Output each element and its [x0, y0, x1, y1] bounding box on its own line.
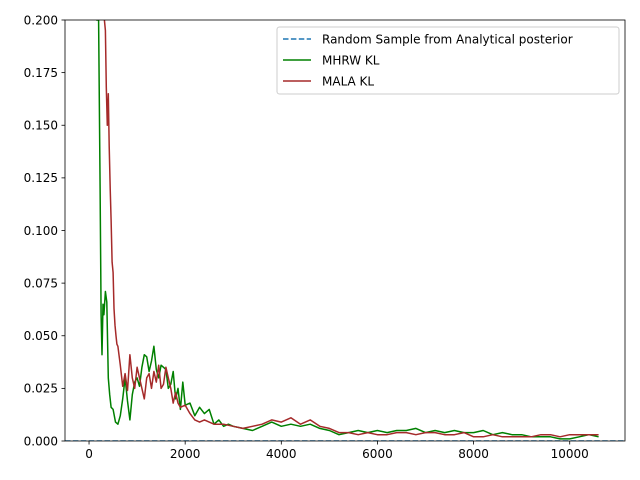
x-tick-label: 6000 [362, 447, 393, 461]
y-tick-label: 0.000 [24, 434, 58, 448]
y-tick-label: 0.025 [24, 382, 58, 396]
legend-label: MHRW KL [322, 53, 380, 67]
y-tick-label: 0.075 [24, 276, 58, 290]
series-line-mhrw-kl [96, 20, 599, 440]
y-tick-label: 0.175 [24, 66, 58, 80]
y-tick-label: 0.200 [24, 13, 58, 27]
legend-label: MALA KL [322, 74, 374, 88]
y-tick-label: 0.050 [24, 329, 58, 343]
x-axis: 0 2000 4000 6000 8000 10000 [85, 441, 589, 461]
y-tick-label: 0.100 [24, 224, 58, 238]
x-tick-label: 10000 [551, 447, 589, 461]
legend-box [276, 26, 620, 95]
legend: Random Sample from Analytical posterior M… [276, 26, 620, 95]
x-tick-label: 0 [85, 447, 93, 461]
x-tick-label: 4000 [266, 447, 297, 461]
series-layer [65, 20, 625, 441]
legend-label: Random Sample from Analytical posterior [322, 32, 573, 46]
y-axis: 0.000 0.025 0.050 0.075 0.100 0.125 0.150 0.175… [24, 13, 65, 448]
y-tick-label: 0.125 [24, 171, 58, 185]
x-tick-label: 2000 [170, 447, 201, 461]
x-tick-label: 8000 [458, 447, 489, 461]
y-tick-label: 0.150 [24, 119, 58, 133]
series-line-mala-kl [103, 20, 599, 438]
